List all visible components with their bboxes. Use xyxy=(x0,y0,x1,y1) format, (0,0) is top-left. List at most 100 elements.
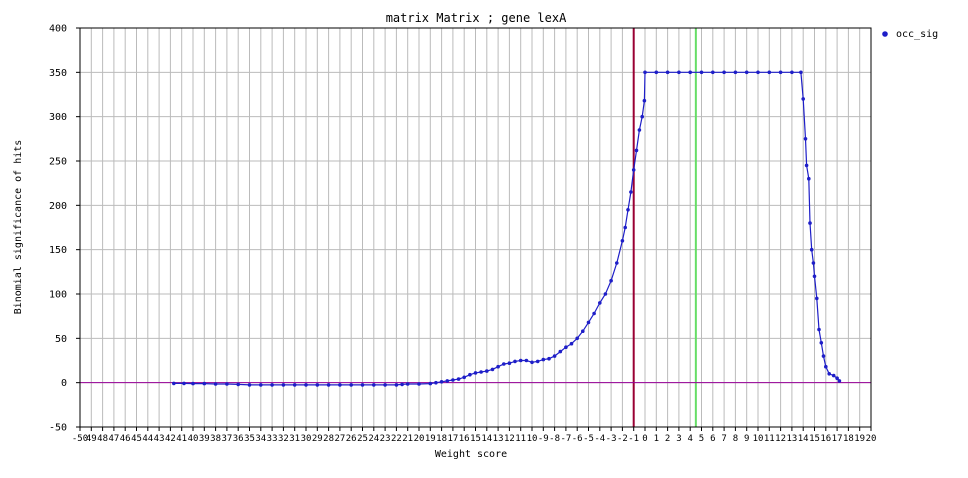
data-point xyxy=(468,372,472,377)
x-tick-label: 21 xyxy=(402,434,413,444)
y-tick-label: 0 xyxy=(61,378,67,389)
data-point xyxy=(623,225,627,230)
data-point xyxy=(213,382,218,386)
y-tick-label: -50 xyxy=(49,423,67,434)
data-point xyxy=(191,381,195,386)
data-point xyxy=(541,357,546,362)
x-tick-label: 42 xyxy=(165,434,176,444)
data-point xyxy=(677,70,681,75)
x-tick-label: 30 xyxy=(301,434,312,444)
y-tick-label: 250 xyxy=(49,157,67,168)
x-tick-label: 15 xyxy=(470,434,481,444)
data-point xyxy=(819,341,824,345)
x-tick-label: 20 xyxy=(414,434,425,444)
data-point xyxy=(634,148,639,153)
x-tick-label: 47 xyxy=(108,434,119,444)
x-tick-label: 16 xyxy=(459,434,470,444)
data-point xyxy=(428,381,433,386)
x-tick-label: -2 xyxy=(617,434,628,444)
data-point xyxy=(626,208,630,212)
legend-label: occ_sig xyxy=(896,29,938,40)
data-point xyxy=(547,356,551,361)
data-point xyxy=(688,70,692,75)
data-point xyxy=(247,383,252,387)
x-tick-label: 19 xyxy=(854,434,865,444)
x-tick-label: 14 xyxy=(481,434,492,444)
data-point xyxy=(202,381,207,386)
data-point xyxy=(304,383,308,387)
x-tick-label: 18 xyxy=(843,434,854,444)
data-point xyxy=(609,278,613,283)
data-point xyxy=(360,383,365,387)
data-point xyxy=(445,379,450,383)
data-point xyxy=(558,349,563,354)
series-layer xyxy=(172,70,842,387)
data-point xyxy=(756,70,760,75)
data-point xyxy=(182,381,186,386)
x-tick-label: 10 xyxy=(527,434,538,444)
x-tick-label: -8 xyxy=(549,434,560,444)
data-point xyxy=(831,373,836,378)
y-tick-label: 300 xyxy=(49,112,67,123)
data-point xyxy=(485,369,489,373)
chart-title: matrix Matrix ; gene lexA xyxy=(386,11,567,25)
x-tick-label: -4 xyxy=(594,434,605,444)
data-point xyxy=(496,364,500,369)
data-point xyxy=(513,359,517,364)
data-point xyxy=(827,372,831,376)
data-point xyxy=(733,70,738,75)
data-point xyxy=(631,168,636,172)
data-point xyxy=(722,70,726,75)
x-tick-label: 12 xyxy=(775,434,786,444)
x-tick-label: 13 xyxy=(786,434,797,444)
x-tick-label: 39 xyxy=(199,434,210,444)
x-tick-label: 12 xyxy=(504,434,515,444)
data-point xyxy=(383,383,387,387)
reference-lines xyxy=(80,28,871,427)
data-point xyxy=(451,378,455,382)
x-tick-label: 49 xyxy=(86,434,97,444)
x-tick-label: 18 xyxy=(436,434,447,444)
x-tick-label: 5 xyxy=(699,434,704,444)
data-point xyxy=(821,354,826,358)
data-point xyxy=(292,383,297,387)
x-tick-label: 3 xyxy=(676,434,681,444)
x-tick-label: 37 xyxy=(221,434,232,444)
data-point xyxy=(812,274,817,279)
x-tick-label: 34 xyxy=(255,434,266,444)
x-tick-label: 25 xyxy=(357,434,368,444)
x-tick-label: -50 xyxy=(72,434,88,444)
data-point xyxy=(778,70,783,75)
data-point xyxy=(552,354,557,358)
data-point xyxy=(815,296,819,301)
data-point xyxy=(434,380,438,385)
data-point xyxy=(767,70,772,75)
x-tick-label: 45 xyxy=(131,434,142,444)
x-tick-label: 29 xyxy=(312,434,323,444)
data-point xyxy=(637,128,642,132)
x-tick-label: 11 xyxy=(764,434,775,444)
data-point xyxy=(824,364,828,369)
data-point xyxy=(817,327,821,332)
axes xyxy=(76,27,872,431)
data-point xyxy=(569,341,574,346)
x-tick-label: 43 xyxy=(154,434,165,444)
data-point xyxy=(502,362,506,366)
data-point xyxy=(236,382,240,387)
data-point xyxy=(530,360,534,365)
x-tick-label: 6 xyxy=(710,434,715,444)
x-tick-label: -7 xyxy=(560,434,571,444)
x-tick-label: 31 xyxy=(289,434,300,444)
x-tick-label: 46 xyxy=(120,434,131,444)
data-point xyxy=(281,383,286,387)
data-point xyxy=(598,301,602,305)
x-tick-label: 26 xyxy=(346,434,357,444)
x-tick-label: 35 xyxy=(244,434,255,444)
data-point xyxy=(270,383,274,387)
grid xyxy=(79,27,872,428)
x-tick-label: 10 xyxy=(753,434,764,444)
data-point xyxy=(479,370,483,374)
data-point xyxy=(518,358,523,363)
x-tick-label: 4 xyxy=(687,434,692,444)
data-point xyxy=(620,239,625,243)
